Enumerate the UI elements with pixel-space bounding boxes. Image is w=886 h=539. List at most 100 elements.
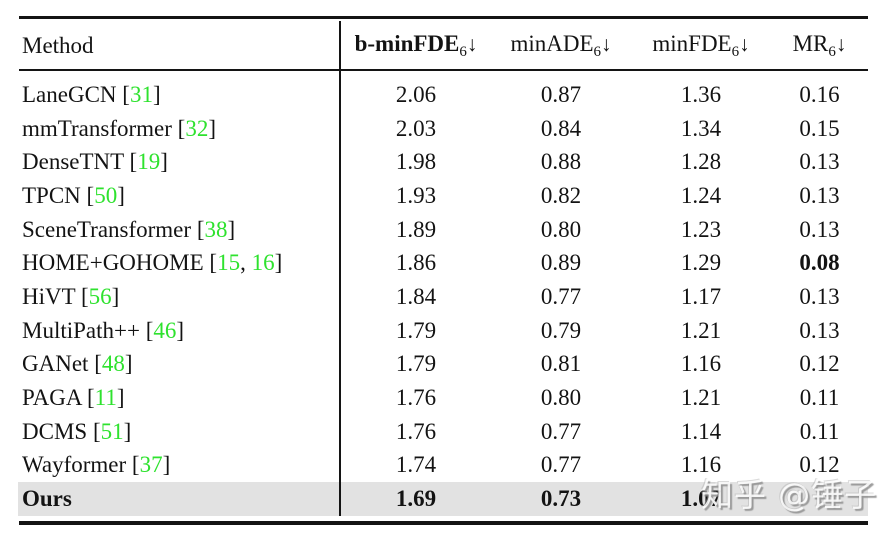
table-row: mmTransformer [32] 2.03 0.84 1.34 0.15 xyxy=(18,112,868,146)
citation-number: 32 xyxy=(185,115,209,141)
table-row: SceneTransformer [38] 1.89 0.80 1.23 0.1… xyxy=(18,213,868,247)
column-header-label: MR xyxy=(792,31,829,56)
table-body: LaneGCN [31] 2.06 0.87 1.36 0.16 mmTrans… xyxy=(18,78,868,516)
value-cell: 0.13 xyxy=(799,149,840,175)
method-column-header: Method xyxy=(22,33,94,58)
value-cell: 1.84 xyxy=(395,283,437,309)
zhihu-watermark: 知乎 @锤子 xyxy=(701,476,878,514)
value-cell: 1.21 xyxy=(680,385,722,411)
citation: [32] xyxy=(171,115,217,141)
value-cell: 1.79 xyxy=(395,351,437,377)
value-cell: 0.81 xyxy=(540,351,582,377)
table-row: HOME+GOHOME [15, 16] 1.86 0.89 1.29 0.08 xyxy=(18,246,868,280)
column-header-subscript: 6 xyxy=(731,44,740,60)
value-cell: 0.73 xyxy=(540,486,582,512)
column-header-minfde: minFDE6↓ xyxy=(631,31,771,61)
column-header-label: b-minFDE xyxy=(354,31,460,56)
value-cell: 1.36 xyxy=(680,81,722,107)
method-cell: Wayformer [37] xyxy=(18,452,341,478)
value-cell: 0.15 xyxy=(799,115,840,141)
down-arrow-icon: ↓ xyxy=(739,32,750,56)
value-cell: 2.06 xyxy=(395,81,437,107)
method-cell: GANet [48] xyxy=(18,351,341,377)
value-cell: 1.24 xyxy=(680,182,722,208)
citation: [15, 16] xyxy=(203,250,283,276)
citation: [51] xyxy=(87,418,132,444)
method-cell: mmTransformer [32] xyxy=(18,116,341,142)
citation-number: 51 xyxy=(100,418,124,444)
value-cell: 1.74 xyxy=(395,452,437,478)
value-cell: 1.14 xyxy=(680,418,722,444)
method-name: Wayformer xyxy=(22,452,127,478)
value-cell: 0.77 xyxy=(540,452,582,478)
citation-number: 15 xyxy=(217,250,241,276)
method-cell: TPCN [50] xyxy=(18,183,341,209)
value-cell: 0.80 xyxy=(540,216,582,242)
column-header-b-minfde: b-minFDE6↓ xyxy=(341,31,491,61)
method-cell: DCMS [51] xyxy=(18,419,341,445)
method-cell: LaneGCN [31] xyxy=(18,82,341,108)
table-row: HiVT [56] 1.84 0.77 1.17 0.13 xyxy=(18,280,868,314)
column-header-subscript: 6 xyxy=(459,44,467,60)
citation-number: 37 xyxy=(139,452,163,478)
value-cell: 1.86 xyxy=(395,250,437,276)
table-row: DenseTNT [19] 1.98 0.88 1.28 0.13 xyxy=(18,145,868,179)
value-cell: 1.29 xyxy=(680,250,722,276)
value-cell: 1.17 xyxy=(680,283,722,309)
citation-number: 46 xyxy=(153,317,177,343)
value-cell: 0.79 xyxy=(540,317,582,343)
method-cell: DenseTNT [19] xyxy=(18,149,341,175)
method-cell: PAGA [11] xyxy=(18,385,341,411)
value-cell: 0.88 xyxy=(540,149,582,175)
value-cell: 0.13 xyxy=(799,283,840,309)
method-cell: SceneTransformer [38] xyxy=(18,217,341,243)
citation-number: 48 xyxy=(101,351,125,377)
value-cell: 0.16 xyxy=(799,81,840,107)
value-cell: 1.07 xyxy=(680,486,722,512)
value-cell: 0.12 xyxy=(799,351,840,377)
value-cell: 0.13 xyxy=(799,216,840,242)
value-cell: 0.77 xyxy=(540,418,582,444)
value-cell: 0.11 xyxy=(799,385,840,411)
value-cell: 0.82 xyxy=(540,182,582,208)
citation: [56] xyxy=(75,283,120,309)
value-cell: 1.16 xyxy=(680,351,722,377)
value-cell: 1.98 xyxy=(395,149,437,175)
value-cell: 0.84 xyxy=(540,115,582,141)
table-row: GANet [48] 1.79 0.81 1.16 0.12 xyxy=(18,348,868,382)
column-header-label: minFDE xyxy=(652,31,732,56)
citation-number: 11 xyxy=(94,385,117,411)
citation: [31] xyxy=(116,81,161,107)
method-name: GANet xyxy=(22,351,89,377)
column-header-subscript: 6 xyxy=(593,44,602,60)
method-cell: HiVT [56] xyxy=(18,284,341,310)
table-row: MultiPath++ [46] 1.79 0.79 1.21 0.13 xyxy=(18,314,868,348)
method-name: LaneGCN xyxy=(22,81,117,107)
value-cell: 0.77 xyxy=(540,283,582,309)
value-cell: 1.79 xyxy=(395,317,437,343)
method-name: TPCN xyxy=(22,182,81,208)
value-cell: 1.16 xyxy=(680,452,722,478)
table-row: Wayformer [37] 1.74 0.77 1.16 0.12 xyxy=(18,449,868,483)
method-name: HiVT xyxy=(22,283,76,309)
value-cell: 0.13 xyxy=(799,182,840,208)
value-cell: 2.03 xyxy=(395,115,437,141)
citation: [46] xyxy=(139,317,185,343)
value-cell: 1.23 xyxy=(680,216,722,242)
citation: [11] xyxy=(81,385,125,411)
citation-number: 19 xyxy=(137,149,161,175)
value-cell: 0.89 xyxy=(540,250,582,276)
value-cell: 1.21 xyxy=(680,317,722,343)
method-name: HOME+GOHOME xyxy=(22,250,204,276)
value-cell: 1.76 xyxy=(395,385,437,411)
citation-number: 16 xyxy=(251,250,275,276)
table-top-rule xyxy=(19,16,868,19)
table-row: DCMS [51] 1.76 0.77 1.14 0.11 xyxy=(18,415,868,449)
method-name: PAGA xyxy=(22,385,82,411)
metric-column-headers: b-minFDE6↓ minADE6↓ minFDE6↓ MR6↓ xyxy=(341,28,868,64)
method-cell: HOME+GOHOME [15, 16] xyxy=(18,250,341,276)
citation: [19] xyxy=(123,149,168,175)
value-cell: 0.87 xyxy=(540,81,582,107)
value-cell: 0.11 xyxy=(799,418,840,444)
